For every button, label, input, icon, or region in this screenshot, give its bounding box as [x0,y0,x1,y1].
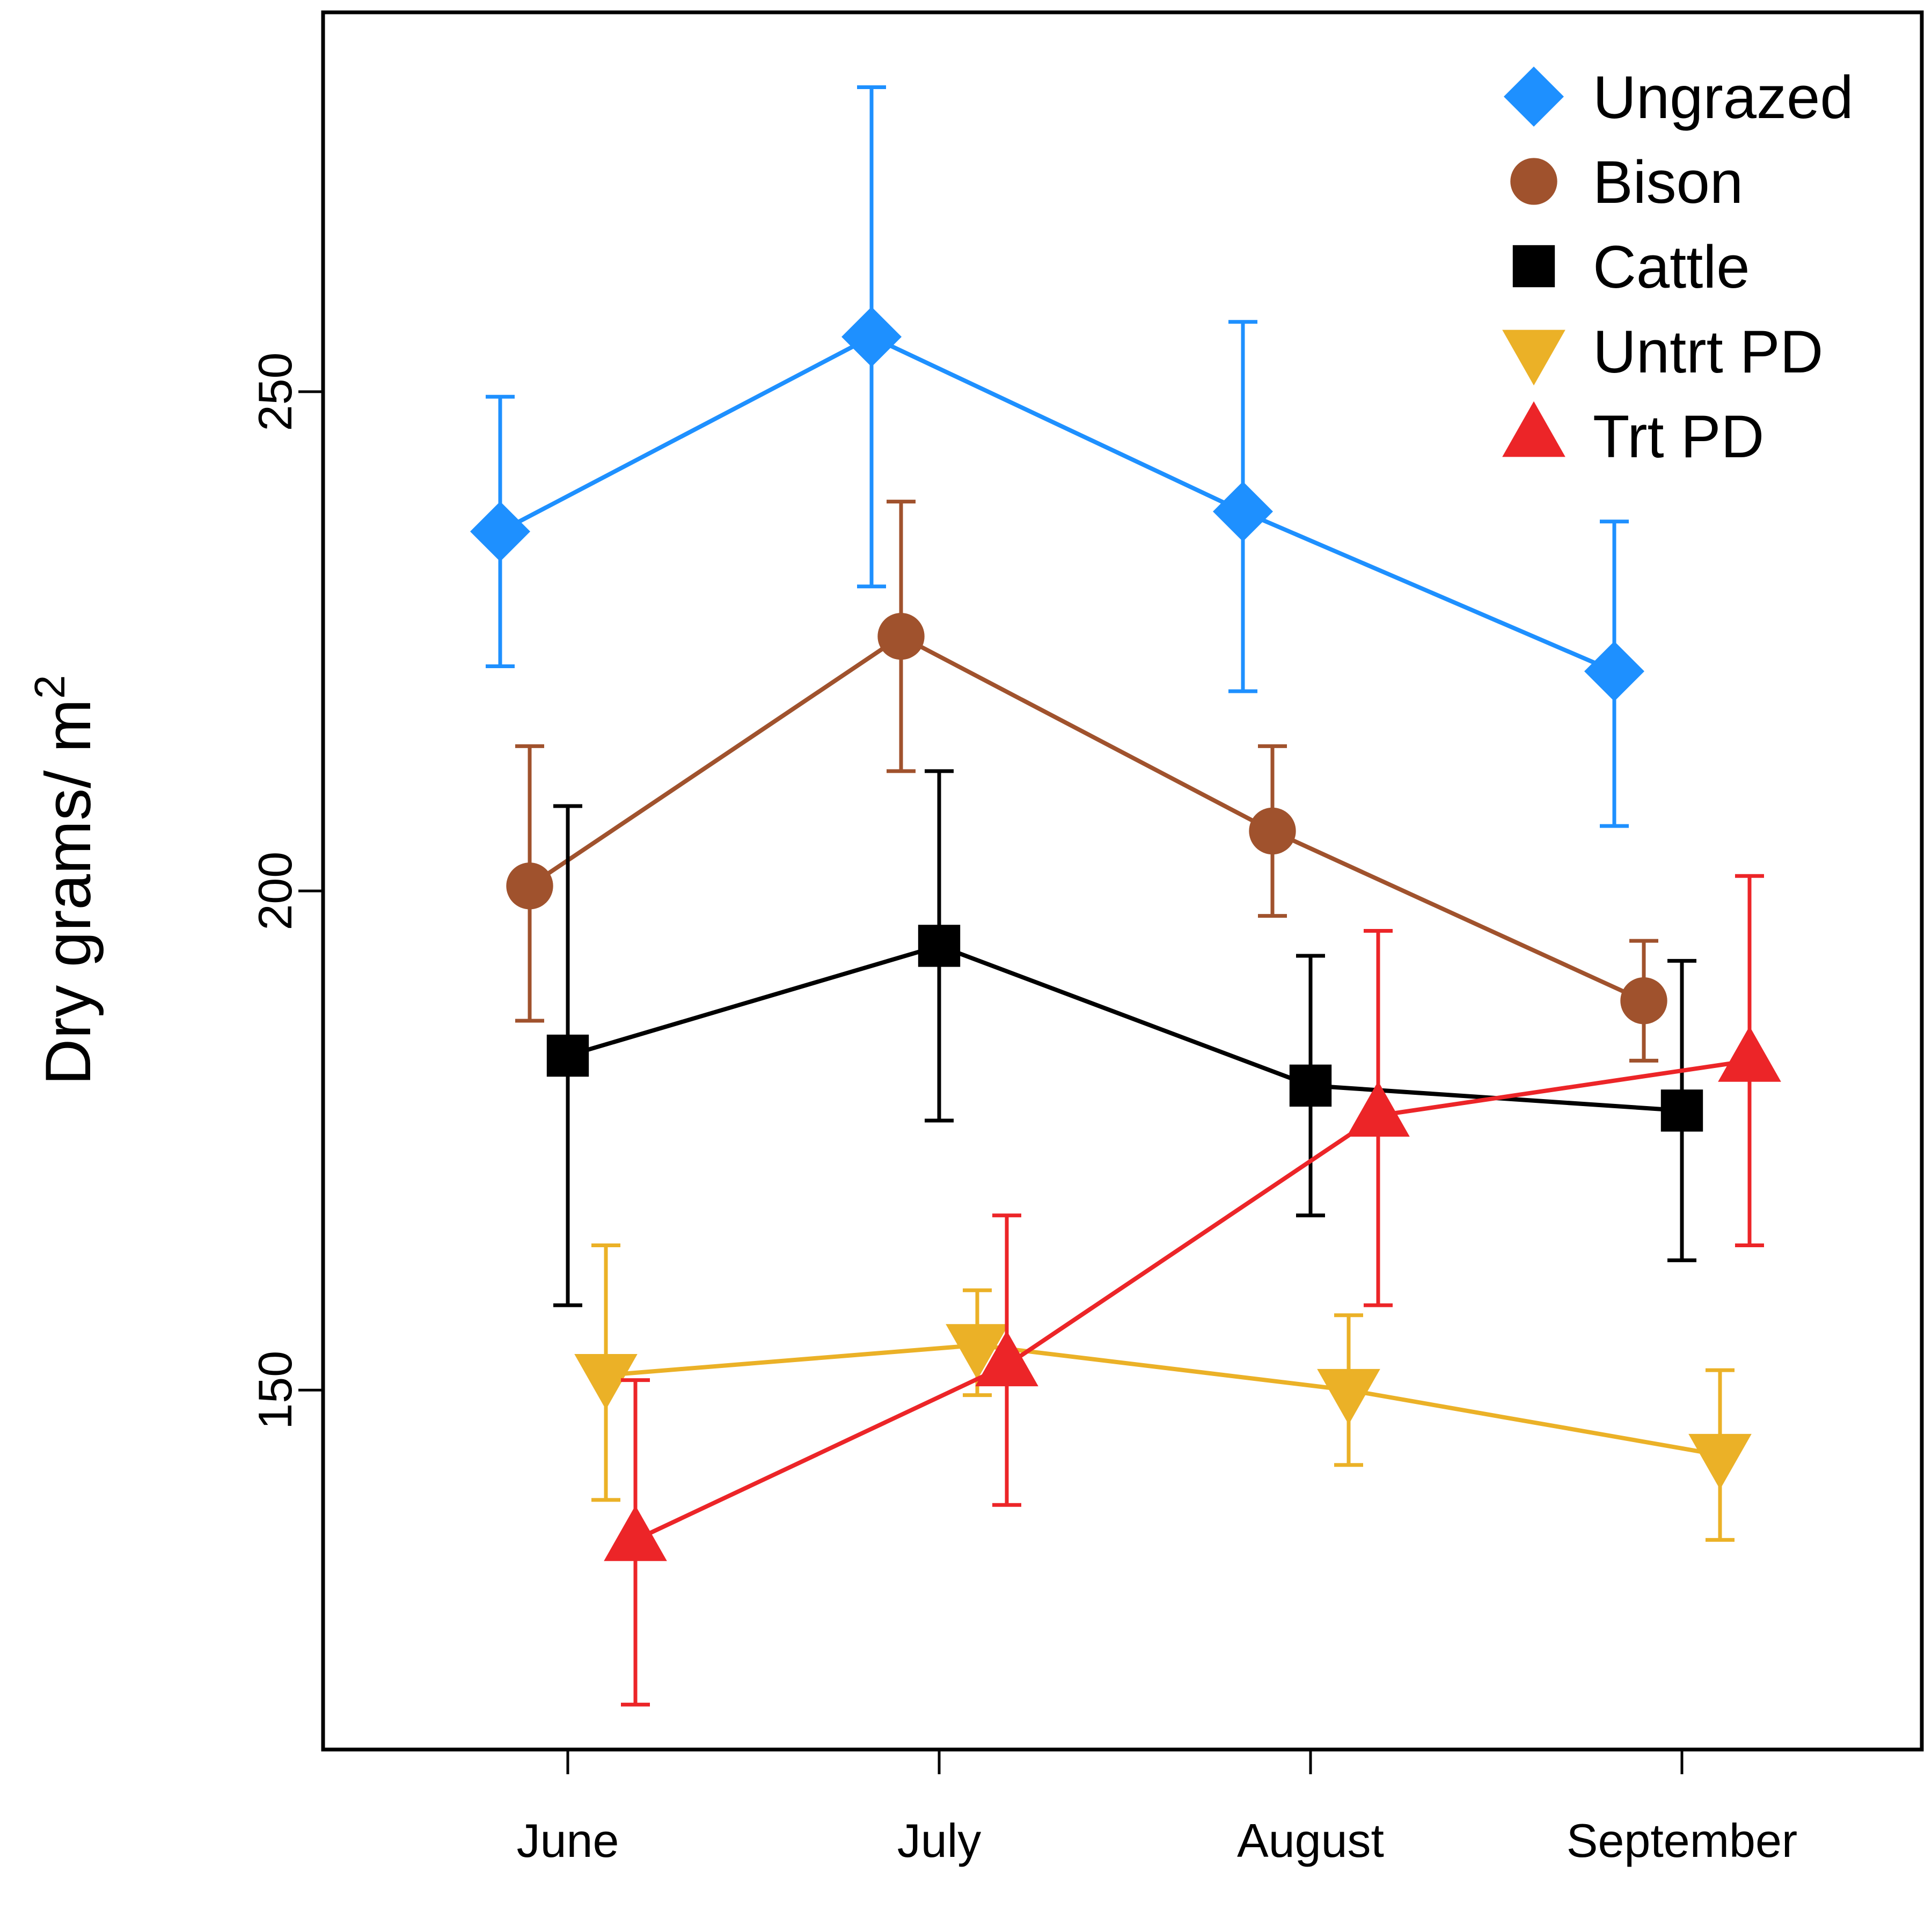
data-point [1620,977,1667,1024]
series-bison [506,500,1667,1063]
data-point [1213,481,1273,542]
series-line [499,334,1615,674]
data-point [470,501,530,562]
y-tick-label: 150 [248,1351,302,1430]
legend-marker [1502,330,1565,386]
series-line [528,634,1645,1003]
legend-marker [1510,158,1557,205]
data-point [1346,1081,1410,1137]
y-axis: 150 200 250 [248,353,323,1430]
series-line [605,1343,1721,1458]
data-point [1317,1368,1380,1425]
legend: Ungrazed Bison Cattle Untrt PD Trt PD [1502,64,1854,470]
legend-marker [1502,401,1565,457]
data-point [1688,1433,1752,1490]
data-point [506,862,553,910]
data-point [546,1034,589,1077]
y-axis-label-superscript: 2 [26,675,74,699]
x-axis: June July August September [517,1750,1797,1867]
legend-label: Untrt PD [1593,318,1823,385]
series-trt-pd [604,874,1781,1707]
x-tick-label: July [897,1814,982,1867]
legend-marker [1512,245,1555,288]
legend-label: Bison [1593,149,1743,216]
x-tick-label: September [1567,1814,1797,1867]
legend-label: Trt PD [1593,403,1764,470]
data-point [946,1324,1009,1380]
data-point [877,613,925,660]
series-line [567,943,1682,1113]
y-tick-label: 200 [248,852,302,931]
y-axis-label-text: Dry grams/ m [32,699,104,1085]
y-tick-label: 250 [248,353,302,431]
data-point [1584,641,1644,701]
data-point [1249,807,1296,855]
data-point [604,1505,667,1561]
data-point [1718,1026,1781,1082]
x-tick-label: August [1237,1814,1384,1867]
series-untrt-pd [574,1243,1752,1542]
series-ungrazed [470,85,1644,828]
data-point [918,925,961,967]
y-axis-label: Dry grams/ m2 [26,675,104,1086]
x-tick-label: June [517,1814,619,1867]
series-line [634,1058,1750,1542]
legend-marker [1504,67,1564,127]
data-point [574,1354,638,1410]
legend-label: Cattle [1593,233,1750,301]
series-layer [470,85,1781,1707]
legend-label: Ungrazed [1593,64,1854,131]
data-point [975,1330,1038,1387]
series-cattle [546,769,1703,1307]
data-point [841,306,902,367]
data-point [1660,1089,1703,1132]
plot-frame [321,10,1924,1752]
data-point [1289,1064,1332,1107]
